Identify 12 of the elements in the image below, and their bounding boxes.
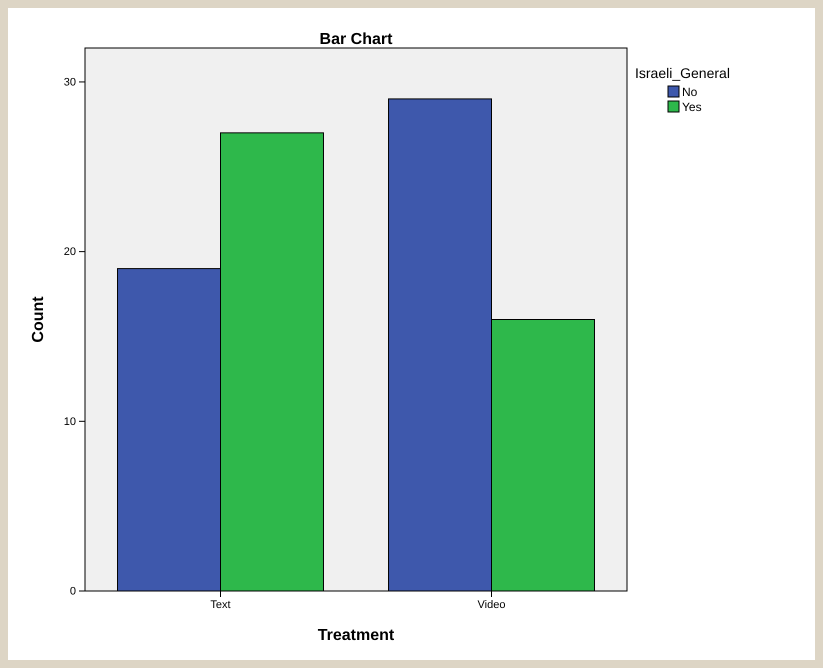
y-tick-label: 0 bbox=[70, 586, 76, 598]
legend-title: Israeli_General bbox=[635, 65, 730, 81]
legend-label: Yes bbox=[682, 100, 702, 114]
y-axis-title: Count bbox=[30, 296, 47, 343]
y-tick-label: 20 bbox=[64, 246, 76, 258]
y-tick-label: 30 bbox=[64, 76, 76, 88]
y-tick-label: 10 bbox=[64, 416, 76, 428]
x-axis-title: Treatment bbox=[318, 627, 395, 644]
x-tick-label: Text bbox=[210, 598, 231, 611]
chart-title: Bar Chart bbox=[320, 31, 394, 48]
legend-label: No bbox=[682, 85, 698, 99]
x-tick-label: Video bbox=[478, 598, 506, 611]
